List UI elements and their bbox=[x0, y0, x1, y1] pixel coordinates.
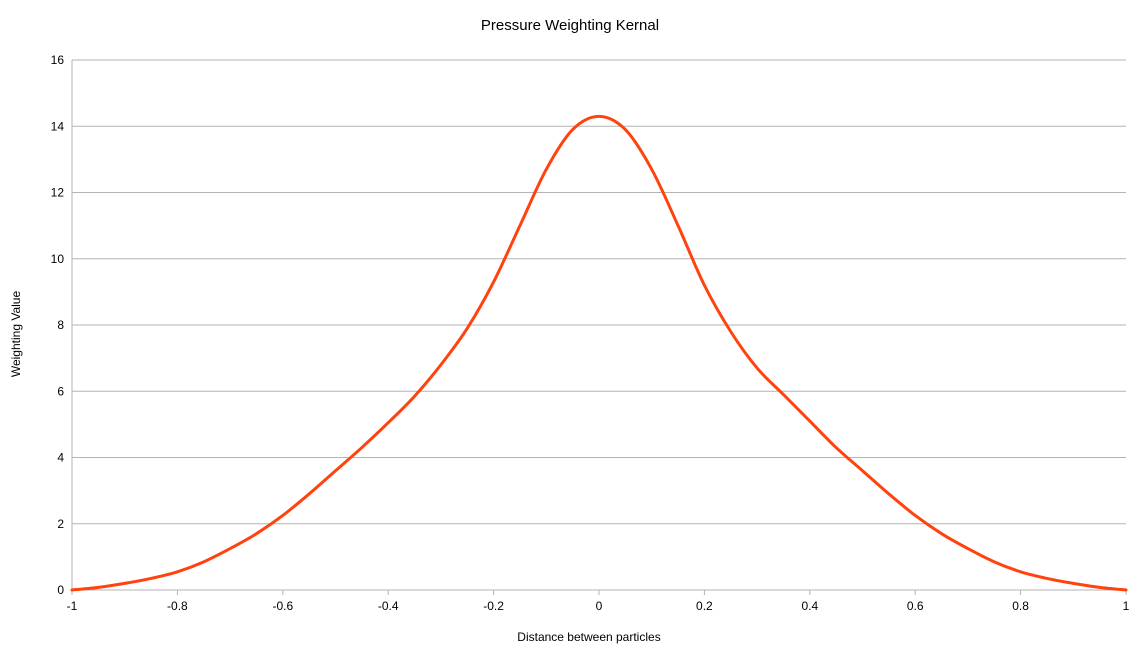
series-line bbox=[70, 114, 1128, 592]
x-tick-label: -0.8 bbox=[167, 599, 188, 613]
x-tick-label: 0.6 bbox=[907, 599, 924, 613]
x-tick-label: -0.6 bbox=[272, 599, 293, 613]
y-tick-label: 0 bbox=[57, 583, 64, 597]
series-layer bbox=[70, 114, 1128, 592]
y-tick-label: 2 bbox=[57, 517, 64, 531]
y-axis-label: Weighting Value bbox=[9, 291, 23, 378]
x-tick-labels: -1 -0.8 -0.6 -0.4 -0.2 0 0.2 0.4 0.6 0.8 1 bbox=[67, 590, 1130, 613]
x-axis-label: Distance between particles bbox=[517, 630, 660, 644]
y-tick-label: 14 bbox=[51, 119, 65, 133]
x-tick-label: 0.8 bbox=[1012, 599, 1029, 613]
x-tick-label: 0.4 bbox=[801, 599, 818, 613]
y-tick-label: 12 bbox=[51, 186, 65, 200]
y-tick-labels: 0 2 4 6 8 10 12 14 16 bbox=[51, 53, 65, 597]
x-tick-label: 0 bbox=[596, 599, 603, 613]
y-tick-label: 8 bbox=[57, 318, 64, 332]
x-tick-label: 1 bbox=[1123, 599, 1130, 613]
y-tick-label: 6 bbox=[57, 384, 64, 398]
gridlines bbox=[72, 59, 1126, 525]
x-tick-label: -0.2 bbox=[483, 599, 504, 613]
y-tick-label: 4 bbox=[57, 451, 64, 465]
x-tick-label: 0.2 bbox=[696, 599, 713, 613]
y-tick-label: 16 bbox=[51, 53, 65, 67]
chart-title: Pressure Weighting Kernal bbox=[481, 17, 659, 34]
x-tick-label: -0.4 bbox=[378, 599, 399, 613]
y-tick-label: 10 bbox=[51, 252, 65, 266]
x-tick-label: -1 bbox=[67, 599, 78, 613]
